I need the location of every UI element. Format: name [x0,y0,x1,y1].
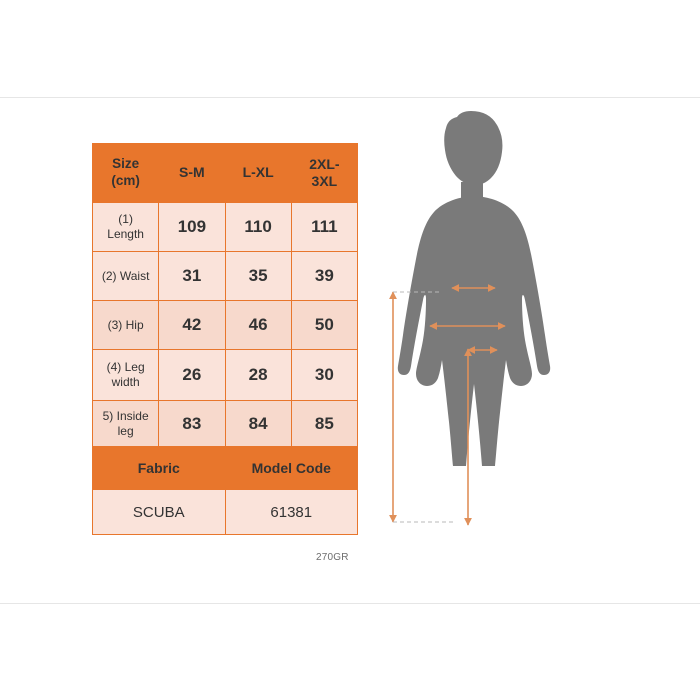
divider-bottom [0,603,700,604]
cell-waist-lxl: 35 [224,251,292,301]
cell-waist-sm: 31 [158,251,226,301]
column-header-2xl-line1: 2XL- [309,155,340,172]
cell-waist-2xl: 39 [290,251,359,301]
female-silhouette-figure [389,111,551,526]
cell-hip-lxl: 46 [224,300,292,350]
measurement-arrows [389,284,506,526]
cell-hip-sm: 42 [158,300,226,350]
row-label-length: (1) Length [91,202,160,252]
cell-inside-leg-sm: 83 [158,400,226,447]
row-label-inside-leg-line1: 5) Inside [102,408,149,423]
column-header-size-line1: Size [112,156,140,172]
column-header-sm: S-M [158,143,226,203]
cell-inside-leg-2xl: 85 [290,400,359,447]
row-label-leg-width: (4) Leg width [91,349,160,401]
table-header: Size (cm) S-M L-XL 2XL- 3XL [91,143,359,203]
cell-length-2xl: 111 [290,202,359,252]
row-label-hip: (3) Hip [91,300,160,350]
column-header-2xl-3xl: 2XL- 3XL [290,143,359,203]
column-header-fabric: Fabric [92,446,226,490]
silhouette-body [397,111,551,466]
cell-model-code-value: 61381 [224,489,358,535]
row-label-inside-leg-line2: leg [117,423,134,438]
row-label-length-line2: Length [107,227,144,241]
table-body: (1) Length 109 110 111 (2) Waist 31 35 3… [91,202,359,535]
cell-leg-width-lxl: 28 [224,349,292,401]
column-header-size: Size (cm) [91,143,160,203]
cell-length-lxl: 110 [224,202,292,252]
row-label-leg-width-line1: (4) Leg [106,360,145,374]
size-measurements-table: Size (cm) S-M L-XL 2XL- 3XL (1) Length 1… [91,143,359,535]
column-header-model-code: Model Code [224,446,358,490]
table-header-row: Size (cm) S-M L-XL 2XL- 3XL [91,143,359,203]
cell-length-sm: 109 [158,202,226,252]
cell-inside-leg-lxl: 84 [224,400,292,447]
table-footer-value-row: SCUBA 61381 [92,489,358,535]
column-header-2xl-line2: 3XL [311,173,338,189]
row-label-waist: (2) Waist [91,251,160,301]
measurement-figure-panel: 1 2 3 4 5 [368,110,588,570]
row-label-leg-width-line2: width [111,375,140,389]
table-row: (3) Hip 42 46 50 [91,300,359,350]
divider-top [0,97,700,98]
table-row: 5) Inside leg 83 84 85 [91,400,359,447]
cell-fabric-value: SCUBA [92,489,226,535]
row-label-length-line1: (1) [118,212,133,226]
column-header-lxl: L-XL [224,143,292,203]
table-row: (1) Length 109 110 111 [91,202,359,252]
table-footer-header-row: Fabric Model Code [92,446,358,490]
column-header-size-line2: (cm) [111,173,140,188]
cell-hip-2xl: 50 [290,300,359,350]
row-label-inside-leg: 5) Inside leg [91,400,160,447]
table-row: (2) Waist 31 35 39 [91,251,359,301]
table-row: (4) Leg width 26 28 30 [91,349,359,401]
cell-leg-width-2xl: 30 [290,349,359,401]
fabric-weight-caption: 270GR [316,552,349,563]
cell-leg-width-sm: 26 [158,349,226,401]
